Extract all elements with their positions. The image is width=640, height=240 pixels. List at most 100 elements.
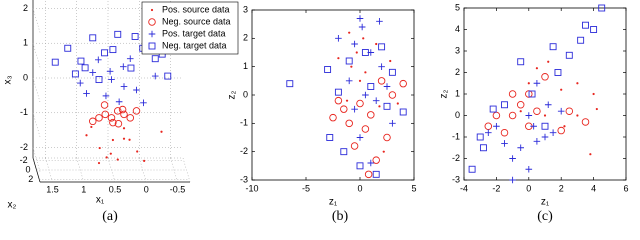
point (345, 57, 353, 65)
legend-box (141, 1, 239, 55)
point (128, 138, 131, 141)
x-tick-label: -4 (460, 183, 468, 193)
point (541, 73, 549, 81)
point (77, 57, 85, 65)
point (378, 43, 386, 51)
point (388, 68, 396, 76)
point (109, 152, 112, 155)
point (577, 36, 585, 44)
y-tick-label: 0 (243, 89, 248, 99)
point (501, 140, 508, 147)
point (90, 125, 93, 129)
point (116, 158, 119, 161)
grid-line (32, 8, 41, 33)
point (383, 102, 391, 110)
point (106, 67, 114, 75)
point (590, 26, 598, 33)
x-tick-label: 1.5 (46, 184, 59, 194)
point (85, 134, 88, 137)
point (335, 35, 342, 42)
point (367, 111, 375, 119)
point (151, 72, 159, 80)
point (525, 112, 533, 119)
point (468, 165, 476, 173)
point (356, 162, 364, 170)
point (383, 83, 391, 90)
y-tick-label: -3 (452, 174, 460, 184)
legend-marker (150, 8, 154, 12)
point (396, 102, 399, 105)
point (576, 82, 579, 85)
grid-line (76, 157, 84, 183)
point (595, 107, 598, 111)
x-tick-label: 0.5 (109, 184, 122, 194)
point (364, 170, 373, 179)
point (361, 125, 370, 133)
point (324, 66, 332, 73)
point (516, 100, 525, 109)
point (565, 107, 574, 115)
point (101, 49, 109, 57)
point (533, 79, 541, 87)
y-tick-label: 3 (243, 4, 248, 14)
point (76, 79, 84, 87)
point (592, 92, 595, 96)
point (126, 55, 134, 62)
point (350, 65, 353, 68)
point (345, 99, 349, 102)
point (377, 77, 386, 85)
x-tick-label: -0.5 (170, 184, 186, 194)
point (88, 117, 97, 126)
point (501, 101, 508, 109)
point (382, 150, 385, 153)
point (164, 72, 172, 80)
point (517, 144, 524, 152)
point (115, 98, 123, 106)
point (533, 138, 541, 145)
x-tick-label: -10 (245, 183, 258, 193)
y-tick-label: 4 (455, 24, 460, 34)
y-tick-label: 0 (455, 110, 460, 120)
x-tick-label: 5 (411, 183, 416, 193)
caption: (b) (332, 209, 349, 224)
grid-line (32, 77, 41, 103)
point (519, 110, 522, 113)
point (581, 118, 590, 126)
point (492, 111, 501, 120)
point (114, 30, 122, 38)
y-tick-label: -3 (240, 174, 248, 184)
grid-line (139, 157, 147, 183)
point (508, 111, 517, 120)
point (356, 134, 364, 141)
point (535, 67, 539, 70)
point (334, 88, 342, 96)
point (479, 144, 487, 152)
plot-frame (251, 9, 415, 181)
point (351, 40, 358, 48)
point (95, 56, 102, 64)
point (541, 133, 549, 141)
point (120, 83, 128, 90)
point (509, 176, 516, 184)
point (528, 90, 536, 98)
point (389, 59, 392, 63)
y-axis-label: z₂ (439, 89, 450, 98)
caption: (c) (537, 209, 553, 224)
legend-label: Neg. source data (162, 16, 231, 26)
x-axis-label: z₁ (329, 197, 338, 208)
point (151, 55, 159, 63)
point (127, 64, 135, 72)
point (101, 110, 109, 119)
point (364, 71, 367, 74)
point (355, 51, 358, 54)
caption: (a) (102, 209, 118, 224)
z-tick-label: -2 (20, 142, 28, 152)
point (525, 165, 533, 173)
grid-line (32, 147, 41, 172)
point (105, 156, 108, 159)
point (378, 105, 381, 108)
point (122, 127, 126, 130)
point (108, 76, 115, 83)
z-tick-label: -1 (20, 107, 28, 117)
